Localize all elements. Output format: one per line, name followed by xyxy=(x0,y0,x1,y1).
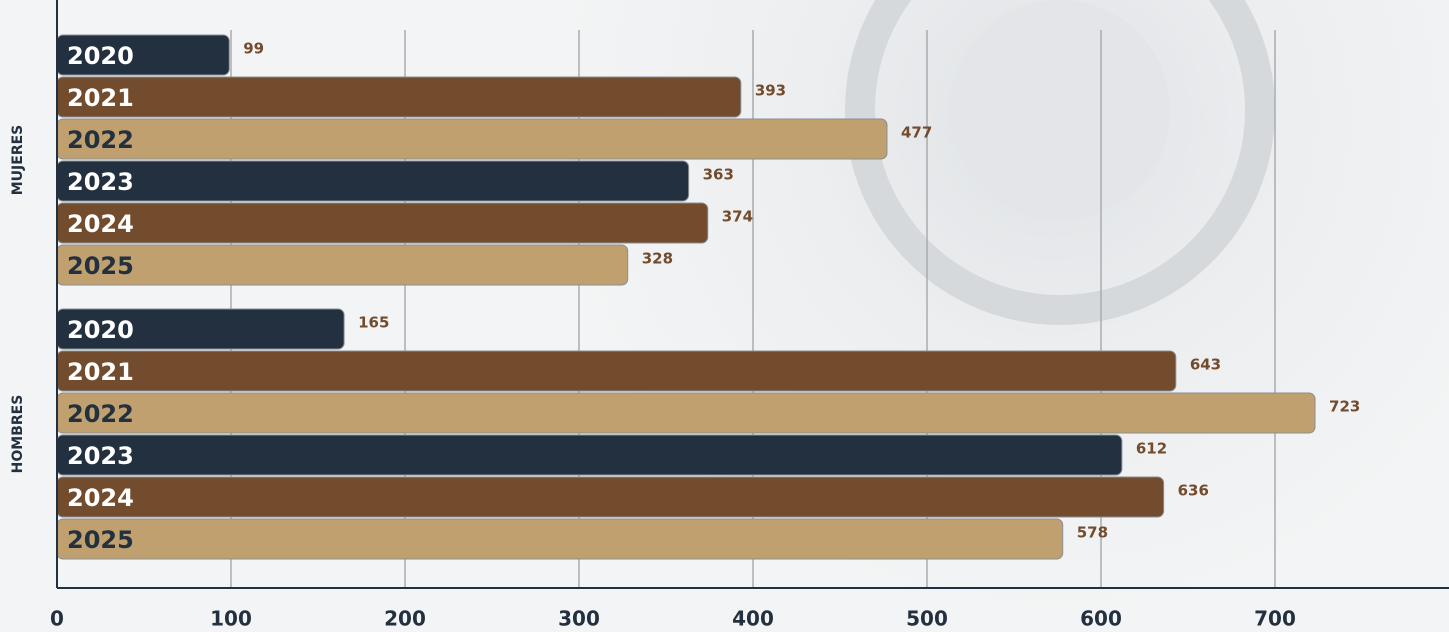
bar-series-label: 2022 xyxy=(67,126,134,154)
bar-series-label: 2024 xyxy=(67,210,134,238)
x-tick-label: 0 xyxy=(50,607,64,631)
bar xyxy=(56,518,1064,560)
bar-series-label: 2021 xyxy=(67,84,134,112)
value-label: 723 xyxy=(1329,398,1360,416)
group-label: HOMBRES xyxy=(10,395,26,474)
x-tick-label: 100 xyxy=(210,607,252,631)
bar xyxy=(56,350,1177,392)
value-label: 374 xyxy=(722,208,753,226)
x-tick-label: 500 xyxy=(906,607,948,631)
bar xyxy=(56,76,742,118)
value-label: 477 xyxy=(901,124,932,142)
bar xyxy=(56,244,629,286)
bar xyxy=(56,476,1165,518)
bar-series-label: 2023 xyxy=(67,442,134,470)
x-tick-label: 200 xyxy=(384,607,426,631)
background-gear xyxy=(845,0,1275,325)
value-label: 578 xyxy=(1077,524,1108,542)
background-gear-hub xyxy=(950,0,1170,220)
bar-series-label: 2024 xyxy=(67,484,134,512)
value-label: 328 xyxy=(642,250,673,268)
bar-series-label: 2022 xyxy=(67,400,134,428)
bar-series-label: 2025 xyxy=(67,526,134,554)
x-tick-label: 300 xyxy=(558,607,600,631)
bar xyxy=(56,160,690,202)
x-tick-label: 700 xyxy=(1254,607,1296,631)
x-tick-label: 400 xyxy=(732,607,774,631)
x-tick-label: 600 xyxy=(1080,607,1122,631)
bar-series-label: 2020 xyxy=(67,42,134,70)
value-label: 165 xyxy=(358,314,389,332)
value-label: 363 xyxy=(703,166,734,184)
bar-series-label: 2023 xyxy=(67,168,134,196)
bar xyxy=(56,118,888,160)
bar-series-label: 2020 xyxy=(67,316,134,344)
bar-series-label: 2025 xyxy=(67,252,134,280)
value-label: 99 xyxy=(243,40,264,58)
bar xyxy=(56,434,1123,476)
value-label: 393 xyxy=(755,82,786,100)
bar xyxy=(56,202,709,244)
value-label: 643 xyxy=(1190,356,1221,374)
bar xyxy=(56,392,1316,434)
value-label: 636 xyxy=(1178,482,1209,500)
value-label: 612 xyxy=(1136,440,1167,458)
group-label: MUJERES xyxy=(10,125,26,196)
bar-series-label: 2021 xyxy=(67,358,134,386)
